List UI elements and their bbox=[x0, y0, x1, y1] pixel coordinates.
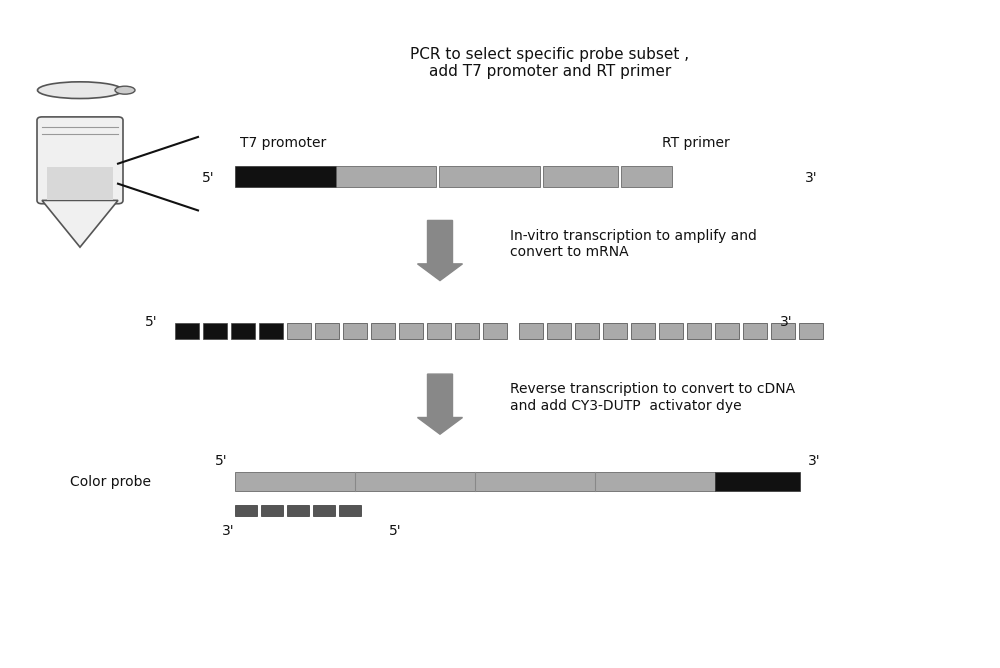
Polygon shape bbox=[42, 200, 118, 247]
Text: PCR to select specific probe subset ,
add T7 promoter and RT primer: PCR to select specific probe subset , ad… bbox=[410, 47, 690, 79]
Text: 3': 3' bbox=[780, 315, 793, 329]
Bar bbox=[543, 166, 618, 187]
Bar bbox=[715, 323, 739, 339]
Bar bbox=[287, 505, 309, 516]
Bar bbox=[799, 323, 823, 339]
Text: 5': 5' bbox=[215, 454, 228, 468]
Text: Color probe: Color probe bbox=[70, 476, 151, 489]
Text: 5': 5' bbox=[202, 171, 215, 184]
Text: 3': 3' bbox=[805, 171, 818, 184]
Bar bbox=[439, 166, 540, 187]
Bar bbox=[771, 323, 795, 339]
Text: Reverse transcription to convert to cDNA
and add CY3-DUTP  activator dye: Reverse transcription to convert to cDNA… bbox=[510, 382, 795, 413]
Bar bbox=[203, 323, 227, 339]
Bar bbox=[483, 323, 507, 339]
Bar bbox=[427, 323, 451, 339]
Text: 5': 5' bbox=[389, 524, 401, 538]
Bar bbox=[339, 505, 361, 516]
Bar bbox=[261, 505, 283, 516]
Bar bbox=[259, 323, 283, 339]
FancyArrow shape bbox=[418, 220, 462, 281]
Bar bbox=[659, 323, 683, 339]
Bar bbox=[315, 323, 339, 339]
Text: In-vitro transcription to amplify and
convert to mRNA: In-vitro transcription to amplify and co… bbox=[510, 228, 757, 259]
Ellipse shape bbox=[115, 86, 135, 94]
Bar bbox=[575, 323, 599, 339]
Bar bbox=[455, 323, 479, 339]
Bar bbox=[336, 166, 436, 187]
Bar bbox=[519, 323, 543, 339]
Bar bbox=[621, 166, 672, 187]
Bar bbox=[603, 323, 627, 339]
Bar bbox=[313, 505, 335, 516]
Text: T7 promoter: T7 promoter bbox=[240, 136, 326, 150]
Bar bbox=[287, 323, 311, 339]
Bar bbox=[687, 323, 711, 339]
Text: RT primer: RT primer bbox=[662, 136, 730, 150]
Bar bbox=[235, 472, 715, 491]
Bar bbox=[235, 505, 257, 516]
Text: 3': 3' bbox=[808, 454, 821, 468]
FancyBboxPatch shape bbox=[37, 117, 123, 204]
Bar bbox=[399, 323, 423, 339]
Text: 5': 5' bbox=[145, 315, 158, 329]
Bar bbox=[371, 323, 395, 339]
Bar bbox=[175, 323, 199, 339]
Bar bbox=[235, 166, 336, 187]
Polygon shape bbox=[47, 167, 113, 200]
Bar bbox=[343, 323, 367, 339]
Bar bbox=[715, 472, 800, 491]
FancyArrow shape bbox=[418, 374, 462, 434]
Bar bbox=[547, 323, 571, 339]
Ellipse shape bbox=[38, 82, 122, 99]
Bar bbox=[631, 323, 655, 339]
Bar bbox=[231, 323, 255, 339]
Text: 3': 3' bbox=[222, 524, 234, 538]
Bar bbox=[743, 323, 767, 339]
